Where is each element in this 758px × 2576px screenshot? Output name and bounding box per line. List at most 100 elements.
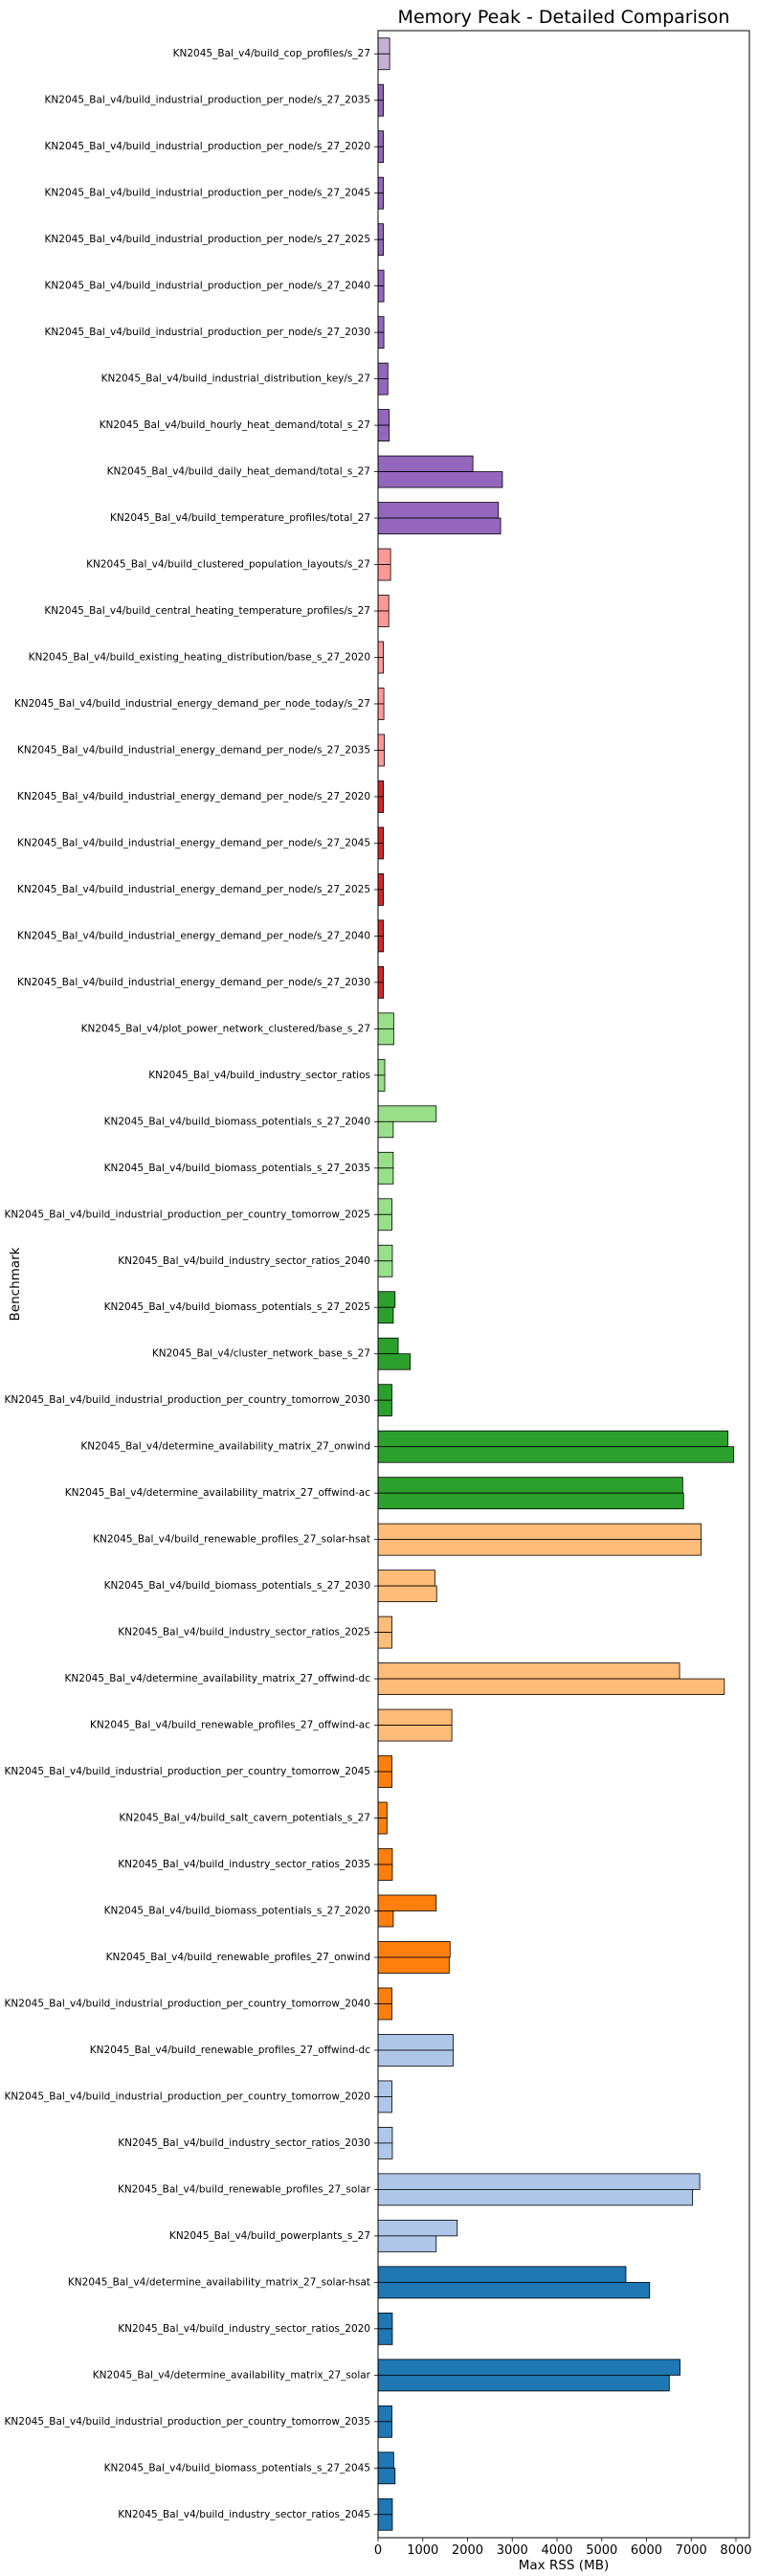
y-tick-label: KN2045_Bal_v4/build_salt_cavern_potentia… xyxy=(119,1813,370,1824)
bar-28-b xyxy=(377,1306,394,1324)
bar-39-b xyxy=(377,1818,388,1835)
bar-8-b xyxy=(377,378,389,395)
y-tick-label: KN2045_Bal_v4/build_existing_heating_dis… xyxy=(29,652,370,664)
bar-14-a xyxy=(377,641,385,658)
bar-21-b xyxy=(377,982,385,999)
bar-52-b xyxy=(377,2421,392,2438)
y-tick-label: KN2045_Bal_v4/build_biomass_potentials_s… xyxy=(104,1163,370,1174)
bar-25-b xyxy=(377,1167,394,1185)
y-tick-label: KN2045_Bal_v4/build_biomass_potentials_s… xyxy=(104,1116,370,1127)
y-ticks-layer: KN2045_Bal_v4/build_cop_profiles/s_27 KN2… xyxy=(5,48,378,2520)
bar-2-b xyxy=(377,100,385,117)
bar-41-b xyxy=(377,1910,394,1928)
bar-49-a xyxy=(377,2266,627,2283)
bar-52-a xyxy=(377,2405,392,2423)
bar-33-a xyxy=(377,1523,702,1541)
bar-12-a xyxy=(377,548,391,565)
y-tick-label: KN2045_Bal_v4/build_industrial_productio… xyxy=(45,281,370,292)
bar-35-b xyxy=(377,1632,392,1649)
y-tick-label: KN2045_Bal_v4/build_industry_sector_rati… xyxy=(118,1627,370,1638)
bar-37-a xyxy=(377,1708,453,1726)
bar-53-b xyxy=(377,2467,396,2485)
x-tick-label: 0 xyxy=(374,2543,382,2558)
bar-45-a xyxy=(377,2080,392,2097)
y-tick-label: KN2045_Bal_v4/determine_availability_mat… xyxy=(93,2369,371,2381)
bar-38-b xyxy=(377,1771,392,1788)
y-tick-label: KN2045_Bal_v4/build_industry_sector_rati… xyxy=(118,1255,370,1267)
bar-53-a xyxy=(377,2452,394,2469)
bar-1-a xyxy=(377,37,390,55)
bar-51-b xyxy=(377,2374,670,2392)
bar-13-b xyxy=(377,610,390,627)
y-tick-label: KN2045_Bal_v4/build_renewable_profiles_2… xyxy=(93,1534,370,1546)
y-tick-label: KN2045_Bal_v4/cluster_network_base_s_27 xyxy=(152,1348,370,1360)
y-tick-label: KN2045_Bal_v4/build_powerplants_s_27 xyxy=(169,2230,370,2242)
y-tick-label: KN2045_Bal_v4/build_industrial_productio… xyxy=(5,1209,370,1220)
x-tick-label: 2000 xyxy=(452,2543,483,2558)
y-tick-label: KN2045_Bal_v4/build_industrial_energy_de… xyxy=(17,744,370,756)
bar-3-b xyxy=(377,146,385,164)
bar-32-b xyxy=(377,1492,684,1510)
bar-7-a xyxy=(377,316,385,333)
plot-frame xyxy=(377,30,750,2539)
x-axis-label: Max RSS (MB) xyxy=(519,2558,609,2573)
y-tick-label: KN2045_Bal_v4/build_temperature_profiles… xyxy=(110,512,370,524)
bar-9-a xyxy=(377,409,390,426)
bar-51-a xyxy=(377,2359,680,2376)
y-tick-label: KN2045_Bal_v4/build_industrial_productio… xyxy=(45,327,370,338)
bar-47-a xyxy=(377,2173,701,2190)
bar-10-b xyxy=(377,471,503,488)
bar-48-b xyxy=(377,2235,437,2252)
bar-11-b xyxy=(377,517,502,534)
x-tick-label: 3000 xyxy=(497,2543,528,2558)
y-tick-label: KN2045_Bal_v4/build_industrial_productio… xyxy=(45,95,370,106)
bar-54-a xyxy=(377,2497,393,2516)
y-tick-label: KN2045_Bal_v4/build_renewable_profiles_2… xyxy=(106,1952,370,1963)
bar-19-a xyxy=(377,873,385,891)
x-tick-label: 6000 xyxy=(631,2543,662,2558)
bar-46-a xyxy=(377,2127,393,2144)
y-tick-label: KN2045_Bal_v4/build_biomass_potentials_s… xyxy=(104,1906,370,1917)
bar-26-b xyxy=(377,1213,392,1232)
bar-25-a xyxy=(377,1151,394,1169)
bar-11-a xyxy=(377,502,500,519)
bar-19-b xyxy=(377,889,385,906)
bar-31-b xyxy=(377,1446,735,1463)
bar-17-a xyxy=(377,780,385,798)
y-tick-label: KN2045_Bal_v4/build_industrial_productio… xyxy=(5,2416,370,2428)
bar-27-a xyxy=(377,1244,393,1262)
y-tick-label: KN2045_Bal_v4/build_industrial_energy_de… xyxy=(17,837,370,848)
bar-15-b xyxy=(377,703,385,720)
y-tick-label: KN2045_Bal_v4/determine_availability_mat… xyxy=(65,1487,370,1499)
bar-43-a xyxy=(377,1987,392,2004)
bar-45-b xyxy=(377,2096,392,2113)
bar-40-a xyxy=(377,1848,393,1865)
bar-46-b xyxy=(377,2142,393,2159)
y-tick-label: KN2045_Bal_v4/build_industrial_distribut… xyxy=(101,373,370,385)
bar-1-b xyxy=(377,53,390,71)
bar-44-b xyxy=(377,2049,454,2067)
bar-44-a xyxy=(377,2034,454,2051)
bar-22-b xyxy=(377,1028,394,1046)
bar-34-a xyxy=(377,1570,435,1587)
bar-15-a xyxy=(377,688,385,705)
bar-27-b xyxy=(377,1260,393,1277)
bar-23-a xyxy=(377,1058,386,1076)
bar-13-a xyxy=(377,595,390,612)
y-tick-label: KN2045_Bal_v4/build_renewable_profiles_2… xyxy=(118,2183,371,2195)
bar-32-a xyxy=(377,1477,683,1494)
bar-36-a xyxy=(377,1662,680,1680)
bar-54-b xyxy=(377,2514,393,2531)
y-tick-label: KN2045_Bal_v4/build_biomass_potentials_s… xyxy=(104,1301,370,1313)
bar-18-b xyxy=(377,843,385,860)
bar-24-a xyxy=(377,1105,437,1122)
y-tick-label: KN2045_Bal_v4/build_industrial_productio… xyxy=(45,234,370,245)
bar-40-b xyxy=(377,1864,393,1881)
y-tick-label: KN2045_Bal_v4/build_industrial_productio… xyxy=(5,1766,370,1777)
bar-23-b xyxy=(377,1074,386,1092)
bar-29-a xyxy=(377,1337,399,1355)
bar-9-b xyxy=(377,424,390,441)
bar-50-a xyxy=(377,2312,393,2330)
bar-7-b xyxy=(377,331,385,350)
